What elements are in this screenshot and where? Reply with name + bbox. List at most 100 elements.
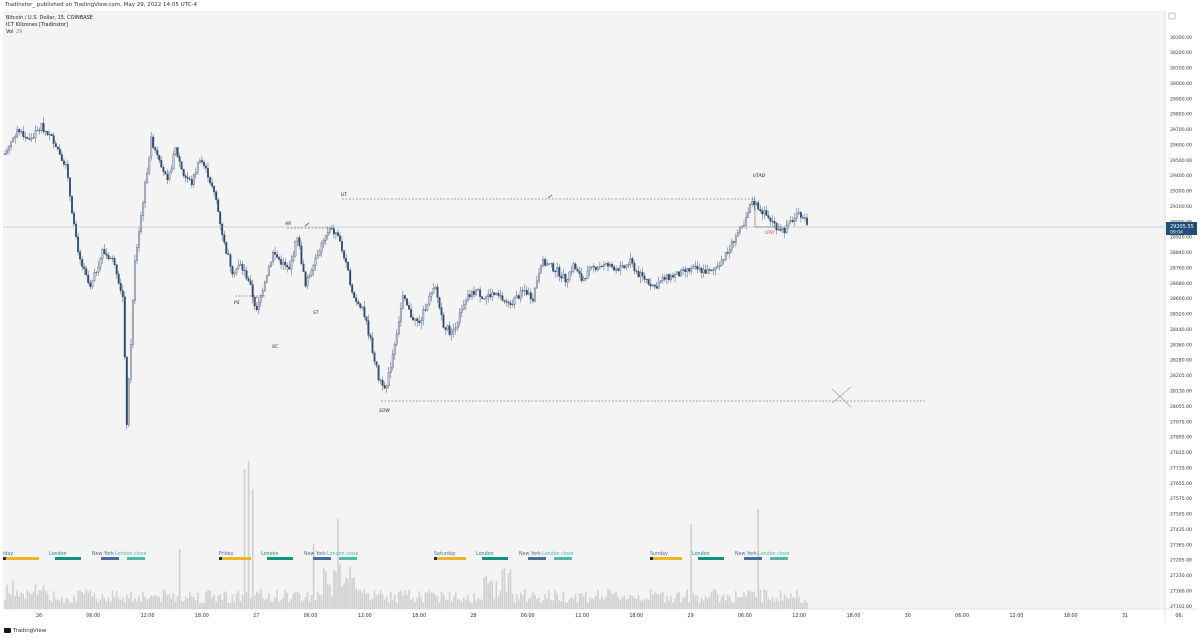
candle-body xyxy=(607,263,609,267)
candle-body xyxy=(554,271,557,273)
volume-bar xyxy=(331,596,333,609)
candle-body xyxy=(556,267,559,272)
volume-bar xyxy=(50,601,53,609)
candle-body xyxy=(245,270,248,279)
candle-body xyxy=(251,284,254,298)
candle-body xyxy=(121,290,124,297)
price-axis-label: 28055.00 xyxy=(1170,404,1192,410)
volume-bar xyxy=(576,602,579,609)
candle-body xyxy=(105,253,108,256)
volume-bar xyxy=(546,598,548,609)
candle-body xyxy=(580,273,583,281)
volume-bar xyxy=(566,603,569,609)
candle-body xyxy=(464,299,467,305)
candle-body xyxy=(769,217,772,222)
volume-bar xyxy=(783,594,786,609)
candle-body xyxy=(200,160,203,163)
volume-bar xyxy=(229,602,232,609)
price-axis-area[interactable] xyxy=(1165,11,1198,622)
price-axis-label: 27815.00 xyxy=(1170,450,1192,456)
candle-body xyxy=(14,136,17,139)
volume-bar xyxy=(211,597,213,609)
candle-body xyxy=(66,164,69,178)
candle-body xyxy=(759,208,762,211)
candle-body xyxy=(444,327,447,330)
volume-bar xyxy=(367,592,370,609)
volume-bar xyxy=(591,598,593,609)
volume-bar xyxy=(530,597,532,609)
price-axis-label: 29100.00 xyxy=(1170,204,1192,210)
volume-bar xyxy=(700,597,703,609)
volume-bar xyxy=(339,564,341,609)
volume-bar xyxy=(298,593,301,609)
candle-body xyxy=(779,228,782,231)
volume-bar xyxy=(335,572,337,609)
candle-body xyxy=(586,270,589,279)
candle-body xyxy=(477,289,480,291)
volume-bar xyxy=(680,602,682,609)
candle-body xyxy=(205,165,207,169)
candle-body xyxy=(377,365,380,381)
volume-bar xyxy=(379,589,382,609)
volume-bar xyxy=(270,601,272,609)
volume-bar xyxy=(670,595,672,609)
volume-bar xyxy=(239,601,242,609)
volume-bar xyxy=(477,598,479,609)
volume-bar xyxy=(473,593,475,609)
volume-bar xyxy=(467,595,469,609)
price-axis-label: 28840.00 xyxy=(1170,250,1192,256)
candle-body xyxy=(36,129,39,132)
candle-body xyxy=(184,175,187,178)
volume-bar xyxy=(631,596,634,609)
candle-body xyxy=(180,161,183,170)
session-bar xyxy=(339,557,357,560)
candle-body xyxy=(454,327,457,330)
candle-body xyxy=(749,204,752,213)
volume-bar xyxy=(276,590,278,609)
volume-bar xyxy=(532,592,534,609)
candle-body xyxy=(24,136,27,138)
candle-body xyxy=(89,282,92,287)
volume-bar xyxy=(290,599,293,609)
volume-bar xyxy=(765,590,768,609)
volume-bar xyxy=(184,596,187,609)
plot-area[interactable] xyxy=(3,11,1165,609)
chart-settings-icon[interactable] xyxy=(1168,12,1176,20)
volume-bar xyxy=(617,597,619,609)
candle-body xyxy=(18,129,21,133)
volume-bar xyxy=(57,599,59,609)
price-chart[interactable]: Bitcoin / U.S. Dollar, 15, COINBASE ICT … xyxy=(3,11,1198,622)
volume-bar xyxy=(323,568,325,609)
candle-body xyxy=(793,218,796,222)
candle-body xyxy=(637,270,640,278)
volume-bar xyxy=(588,597,591,609)
candle-body xyxy=(26,137,29,139)
volume-bar xyxy=(55,599,57,609)
volume-bar xyxy=(678,592,680,609)
candle-body xyxy=(83,266,86,269)
volume-bar xyxy=(40,590,43,609)
volume-bar xyxy=(219,594,221,609)
session-marker xyxy=(219,557,222,560)
volume-bar xyxy=(761,603,764,609)
label-sc: SC xyxy=(272,344,279,350)
volume-bar xyxy=(452,596,455,609)
volume-bar xyxy=(237,590,240,609)
candle-body xyxy=(694,265,697,267)
volume-bar xyxy=(115,591,118,609)
candle-body xyxy=(58,148,61,155)
volume-bar xyxy=(394,594,396,609)
volume-bar xyxy=(593,598,595,609)
candle-body xyxy=(397,321,400,334)
candle-body xyxy=(332,228,335,235)
candle-body xyxy=(708,269,711,271)
volume-bar xyxy=(166,595,169,609)
volume-bar xyxy=(262,597,264,609)
candle-body xyxy=(391,354,394,368)
candle-body xyxy=(389,367,392,373)
chart-frame[interactable]: Bitcoin / U.S. Dollar, 15, COINBASE ICT … xyxy=(3,11,1198,622)
volume-bar xyxy=(109,602,112,609)
candle-body xyxy=(743,225,745,227)
volume-bar xyxy=(333,570,335,609)
candle-body xyxy=(473,291,475,295)
